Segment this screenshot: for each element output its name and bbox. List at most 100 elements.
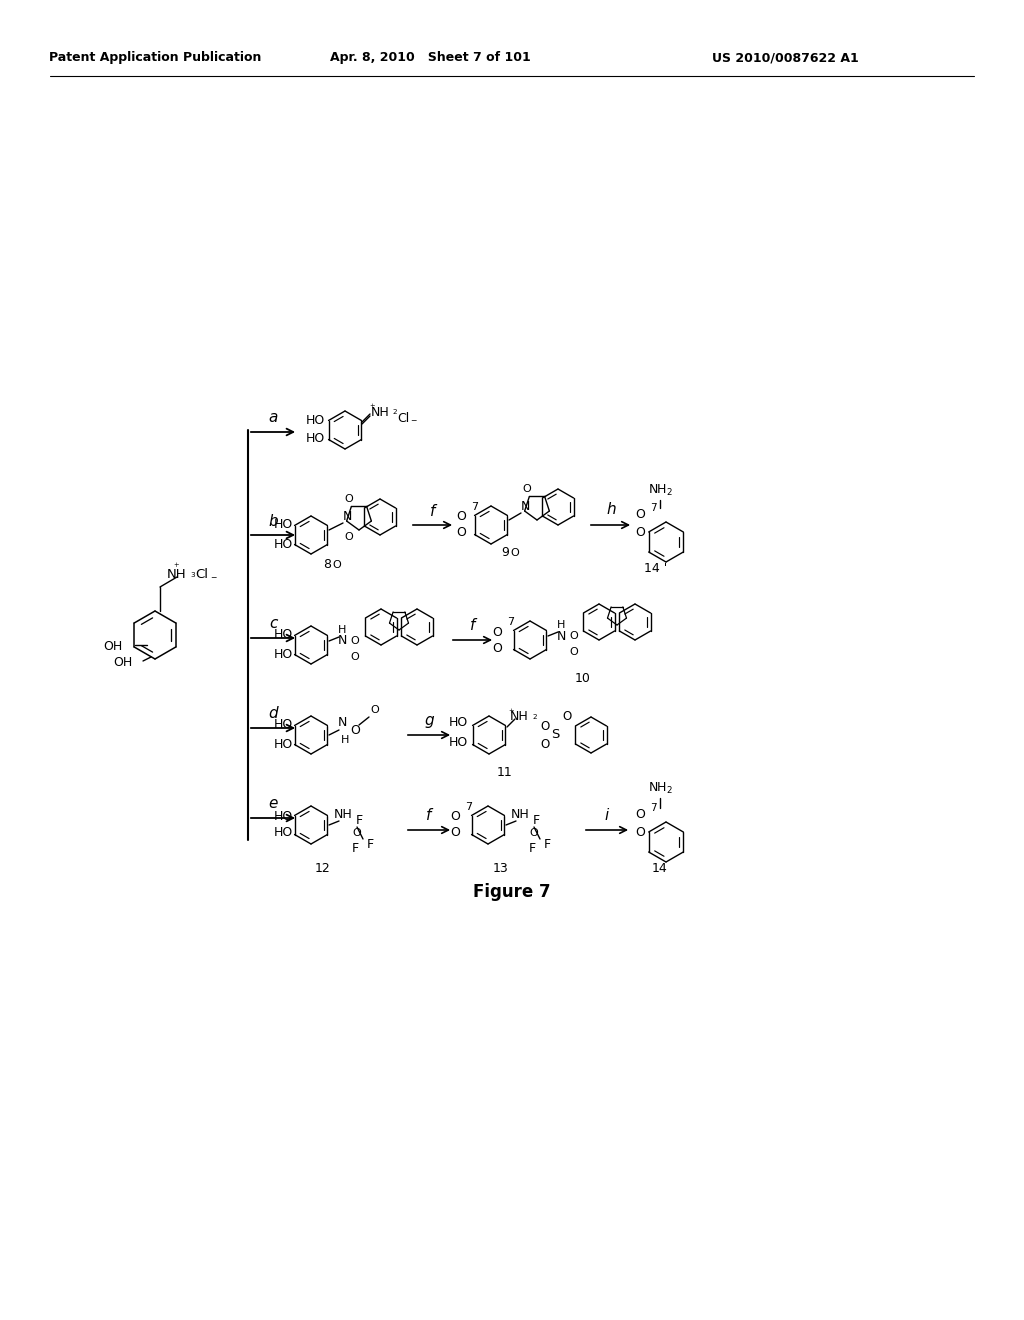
Text: O: O — [635, 508, 645, 521]
Text: c: c — [269, 616, 278, 631]
Text: O: O — [569, 647, 579, 657]
Text: Cl: Cl — [397, 412, 410, 425]
Text: HO: HO — [273, 826, 293, 840]
Text: g: g — [424, 713, 434, 727]
Text: 11: 11 — [497, 767, 513, 780]
Text: F: F — [367, 838, 374, 851]
Text: OH: OH — [114, 656, 133, 669]
Text: O: O — [350, 652, 359, 663]
Text: Patent Application Publication: Patent Application Publication — [49, 51, 261, 65]
Text: O: O — [522, 484, 531, 494]
Text: $^{+}$: $^{+}$ — [369, 403, 376, 413]
Text: HO: HO — [306, 432, 325, 445]
Text: NH: NH — [334, 808, 352, 821]
Text: NH$_2$: NH$_2$ — [647, 780, 673, 796]
Text: Apr. 8, 2010   Sheet 7 of 101: Apr. 8, 2010 Sheet 7 of 101 — [330, 51, 530, 65]
Text: N: N — [342, 511, 351, 524]
Text: HO: HO — [273, 539, 293, 552]
Text: O: O — [345, 532, 353, 543]
Text: $^{+}$: $^{+}$ — [508, 708, 514, 718]
Text: F: F — [528, 842, 536, 855]
Text: O: O — [456, 527, 466, 540]
Text: US 2010/0087622 A1: US 2010/0087622 A1 — [712, 51, 858, 65]
Text: N: N — [556, 630, 565, 643]
Text: $^{-}$: $^{-}$ — [210, 576, 218, 585]
Text: NH: NH — [510, 710, 528, 723]
Text: O: O — [371, 705, 379, 715]
Text: O: O — [352, 828, 361, 838]
Text: 9: 9 — [501, 546, 509, 560]
Text: 7: 7 — [466, 803, 472, 812]
Text: d: d — [268, 706, 278, 722]
Text: HO: HO — [273, 738, 293, 751]
Text: a: a — [268, 411, 278, 425]
Text: HO: HO — [273, 648, 293, 661]
Text: $_{2}$: $_{2}$ — [392, 407, 398, 417]
Text: 7: 7 — [508, 616, 515, 627]
Text: NH: NH — [167, 569, 186, 582]
Text: O: O — [511, 548, 519, 558]
Text: $_2$: $_2$ — [532, 711, 538, 722]
Text: f: f — [426, 808, 432, 822]
Text: H: H — [341, 735, 349, 744]
Text: NH: NH — [511, 808, 529, 821]
Text: 14: 14 — [652, 862, 668, 874]
Text: N: N — [337, 635, 347, 648]
Text: Cl: Cl — [196, 569, 209, 582]
Text: HO: HO — [273, 519, 293, 532]
Text: 14 ': 14 ' — [644, 561, 668, 574]
Text: f: f — [470, 618, 476, 632]
Text: Figure 7: Figure 7 — [473, 883, 551, 902]
Text: H: H — [338, 624, 346, 635]
Text: O: O — [350, 636, 359, 645]
Text: 10: 10 — [575, 672, 591, 685]
Text: $_{3}$: $_{3}$ — [189, 570, 196, 579]
Text: F: F — [544, 838, 551, 851]
Text: O: O — [635, 525, 645, 539]
Text: $^{+}$: $^{+}$ — [173, 562, 180, 572]
Text: N: N — [520, 500, 529, 513]
Text: NH: NH — [371, 405, 389, 418]
Text: e: e — [268, 796, 278, 812]
Text: b: b — [268, 513, 278, 528]
Text: 13: 13 — [494, 862, 509, 875]
Text: $^{-}$: $^{-}$ — [411, 418, 418, 428]
Text: O: O — [345, 494, 353, 504]
Text: O: O — [493, 642, 502, 655]
Text: HO: HO — [273, 628, 293, 642]
Text: F: F — [532, 813, 540, 826]
Text: O: O — [541, 738, 550, 751]
Text: NH$_2$: NH$_2$ — [647, 482, 673, 498]
Text: O: O — [562, 710, 571, 723]
Text: H: H — [557, 620, 565, 630]
Text: f: f — [430, 503, 435, 519]
Text: OH: OH — [103, 640, 123, 653]
Text: F: F — [355, 813, 362, 826]
Text: O: O — [333, 560, 341, 570]
Text: S: S — [551, 729, 559, 742]
Text: O: O — [635, 808, 645, 821]
Text: O: O — [350, 723, 360, 737]
Text: HO: HO — [449, 737, 468, 750]
Text: O: O — [635, 825, 645, 838]
Text: h: h — [606, 503, 615, 517]
Text: HO: HO — [273, 810, 293, 824]
Text: HO: HO — [306, 413, 325, 426]
Text: 8: 8 — [323, 558, 331, 572]
Text: O: O — [569, 631, 579, 642]
Text: O: O — [541, 721, 550, 734]
Text: 7: 7 — [649, 803, 656, 813]
Text: O: O — [451, 810, 460, 824]
Text: 12: 12 — [315, 862, 331, 875]
Text: F: F — [351, 842, 358, 855]
Text: 7: 7 — [649, 503, 656, 513]
Text: O: O — [529, 828, 539, 838]
Text: N: N — [337, 717, 347, 730]
Text: O: O — [493, 626, 502, 639]
Text: 7: 7 — [471, 502, 478, 512]
Text: i: i — [605, 808, 609, 822]
Text: O: O — [451, 826, 460, 840]
Text: O: O — [456, 511, 466, 524]
Text: HO: HO — [273, 718, 293, 731]
Text: HO: HO — [449, 717, 468, 730]
